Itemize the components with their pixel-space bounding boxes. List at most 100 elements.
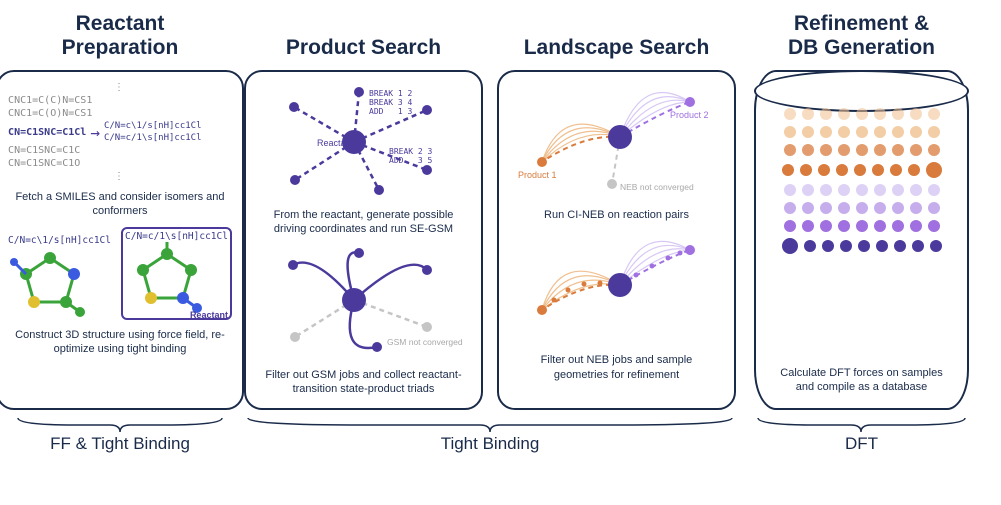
smiles-row: CN=C1SNC=C1C [8,145,80,156]
data-dot [856,108,868,120]
data-dot [800,164,812,176]
data-dot [892,144,904,156]
data-dot [784,184,796,196]
product-search-panel: Reactant BREAK 1 2 BREAK 3 4 ADD 1 3 BRE… [244,70,483,410]
data-dot [802,220,814,232]
caption: Construct 3D structure using force field… [8,328,232,357]
brace-label: Tight Binding [441,434,540,454]
mid-column: Product Search [244,10,736,410]
molecule-label: C/N=c\1/s[nH]cc1Cl [8,235,111,246]
data-dot [782,238,798,254]
smiles-selected-row: CN=C1SNC=C1Cl → C/N=c\1/s[nH]cc1Cl C/N=c… [8,121,201,143]
ellipsis-icon: ⋮ [114,171,126,182]
dot-row [768,108,955,120]
data-dot [838,184,850,196]
ci-neb-graph: Product 1 Product 2 NEB not converged [509,82,724,200]
molecule-row: C/N=c\1/s[nH]cc1Cl [8,227,232,320]
product2-label: Product 2 [670,110,709,120]
data-dot [892,108,904,120]
data-dot [818,164,830,176]
data-dot [838,126,850,138]
smiles-output: C/N=c/1\s[nH]cc1Cl [104,133,202,143]
data-dot [858,240,870,252]
data-dot [836,164,848,176]
data-dot [926,162,942,178]
dot-row [768,238,955,254]
data-dot [802,108,814,120]
caption: Run CI-NEB on reaction pairs [509,208,724,222]
data-dot [784,202,796,214]
reactant-label: Reactant [190,310,228,320]
data-dot [910,184,922,196]
refinement-column: Refinement & DB Generation Calculate DFT… [754,10,969,410]
neb-filter-graph [509,230,724,345]
data-dot [854,164,866,176]
se-gsm-graph: Reactant BREAK 1 2 BREAK 3 4 ADD 1 3 BRE… [256,82,471,200]
data-dot [892,220,904,232]
gsm-not-converged-label: GSM not converged [387,337,463,347]
dot-row [768,126,955,138]
smiles-outputs: C/N=c\1/s[nH]cc1Cl C/N=c/1\s[nH]cc1Cl [104,121,202,143]
data-dot [892,202,904,214]
panel-title: Refinement & DB Generation [788,10,935,60]
data-dot [784,126,796,138]
data-dot [876,240,888,252]
data-dot [856,144,868,156]
smiles-output: C/N=c\1/s[nH]cc1Cl [104,121,202,131]
brace-icon [14,416,226,434]
reactant-panel: ⋮ CNC1=C(C)N=CS1 CNC1=C(O)N=CS1 CN=C1SNC… [0,70,244,410]
data-dot [894,240,906,252]
smiles-row: CN=C1SNC=C1O [8,158,80,169]
caption: Calculate DFT forces on samples and comp… [768,366,955,395]
data-dot [872,164,884,176]
data-dot [856,126,868,138]
data-dot [912,240,924,252]
data-dot [820,184,832,196]
smiles-list: ⋮ CNC1=C(C)N=CS1 CNC1=C(O)N=CS1 CN=C1SNC… [8,82,232,182]
data-dot [890,164,902,176]
database-cylinder: Calculate DFT forces on samples and comp… [754,70,969,410]
break-add-annotation-bottom: BREAK 2 3 ADD 3 5 [389,147,469,165]
data-dot [892,126,904,138]
data-dot [856,220,868,232]
data-dot [874,202,886,214]
brace-label: FF & Tight Binding [50,434,190,454]
data-dot [892,184,904,196]
data-dot [856,184,868,196]
data-dot [838,144,850,156]
brace-right: DFT [754,416,969,454]
data-dot [910,144,922,156]
neb-not-converged-label: NEB not converged [620,182,694,192]
reactant-label: Reactant [317,138,354,148]
data-dot [804,240,816,252]
caption: From the reactant, generate possible dri… [256,208,471,237]
data-dot [802,184,814,196]
molecule-icon [125,242,209,316]
panel-title: Product Search [286,10,441,60]
data-dot [820,202,832,214]
data-dot [784,220,796,232]
product1-label: Product 1 [518,170,557,180]
product-search-column: Product Search [244,10,483,410]
data-dot [802,144,814,156]
data-dot [928,202,940,214]
arrow-right-icon: → [90,123,100,142]
dot-row [768,144,955,156]
workflow-row: Reactant Preparation ⋮ CNC1=C(C)N=CS1 CN… [14,10,987,410]
break-add-annotation-top: BREAK 1 2 BREAK 3 4 ADD 1 3 [369,89,469,116]
smiles-row: CNC1=C(C)N=CS1 [8,95,92,106]
data-dot [928,220,940,232]
caption: Fetch a SMILES and consider isomers and … [8,190,232,219]
data-dot [874,184,886,196]
brace-label: DFT [845,434,878,454]
data-dot [784,108,796,120]
data-dot [784,144,796,156]
data-dot [782,164,794,176]
data-dot [802,202,814,214]
data-dot [840,240,852,252]
db-dot-grid [768,108,955,254]
molecule-label: C/N=c/1\s[nH]cc1Cl [125,231,228,242]
molecule-right-selected: C/N=c/1\s[nH]cc1Cl Reac [121,227,232,320]
data-dot [928,126,940,138]
brace-mid: Tight Binding [244,416,736,454]
